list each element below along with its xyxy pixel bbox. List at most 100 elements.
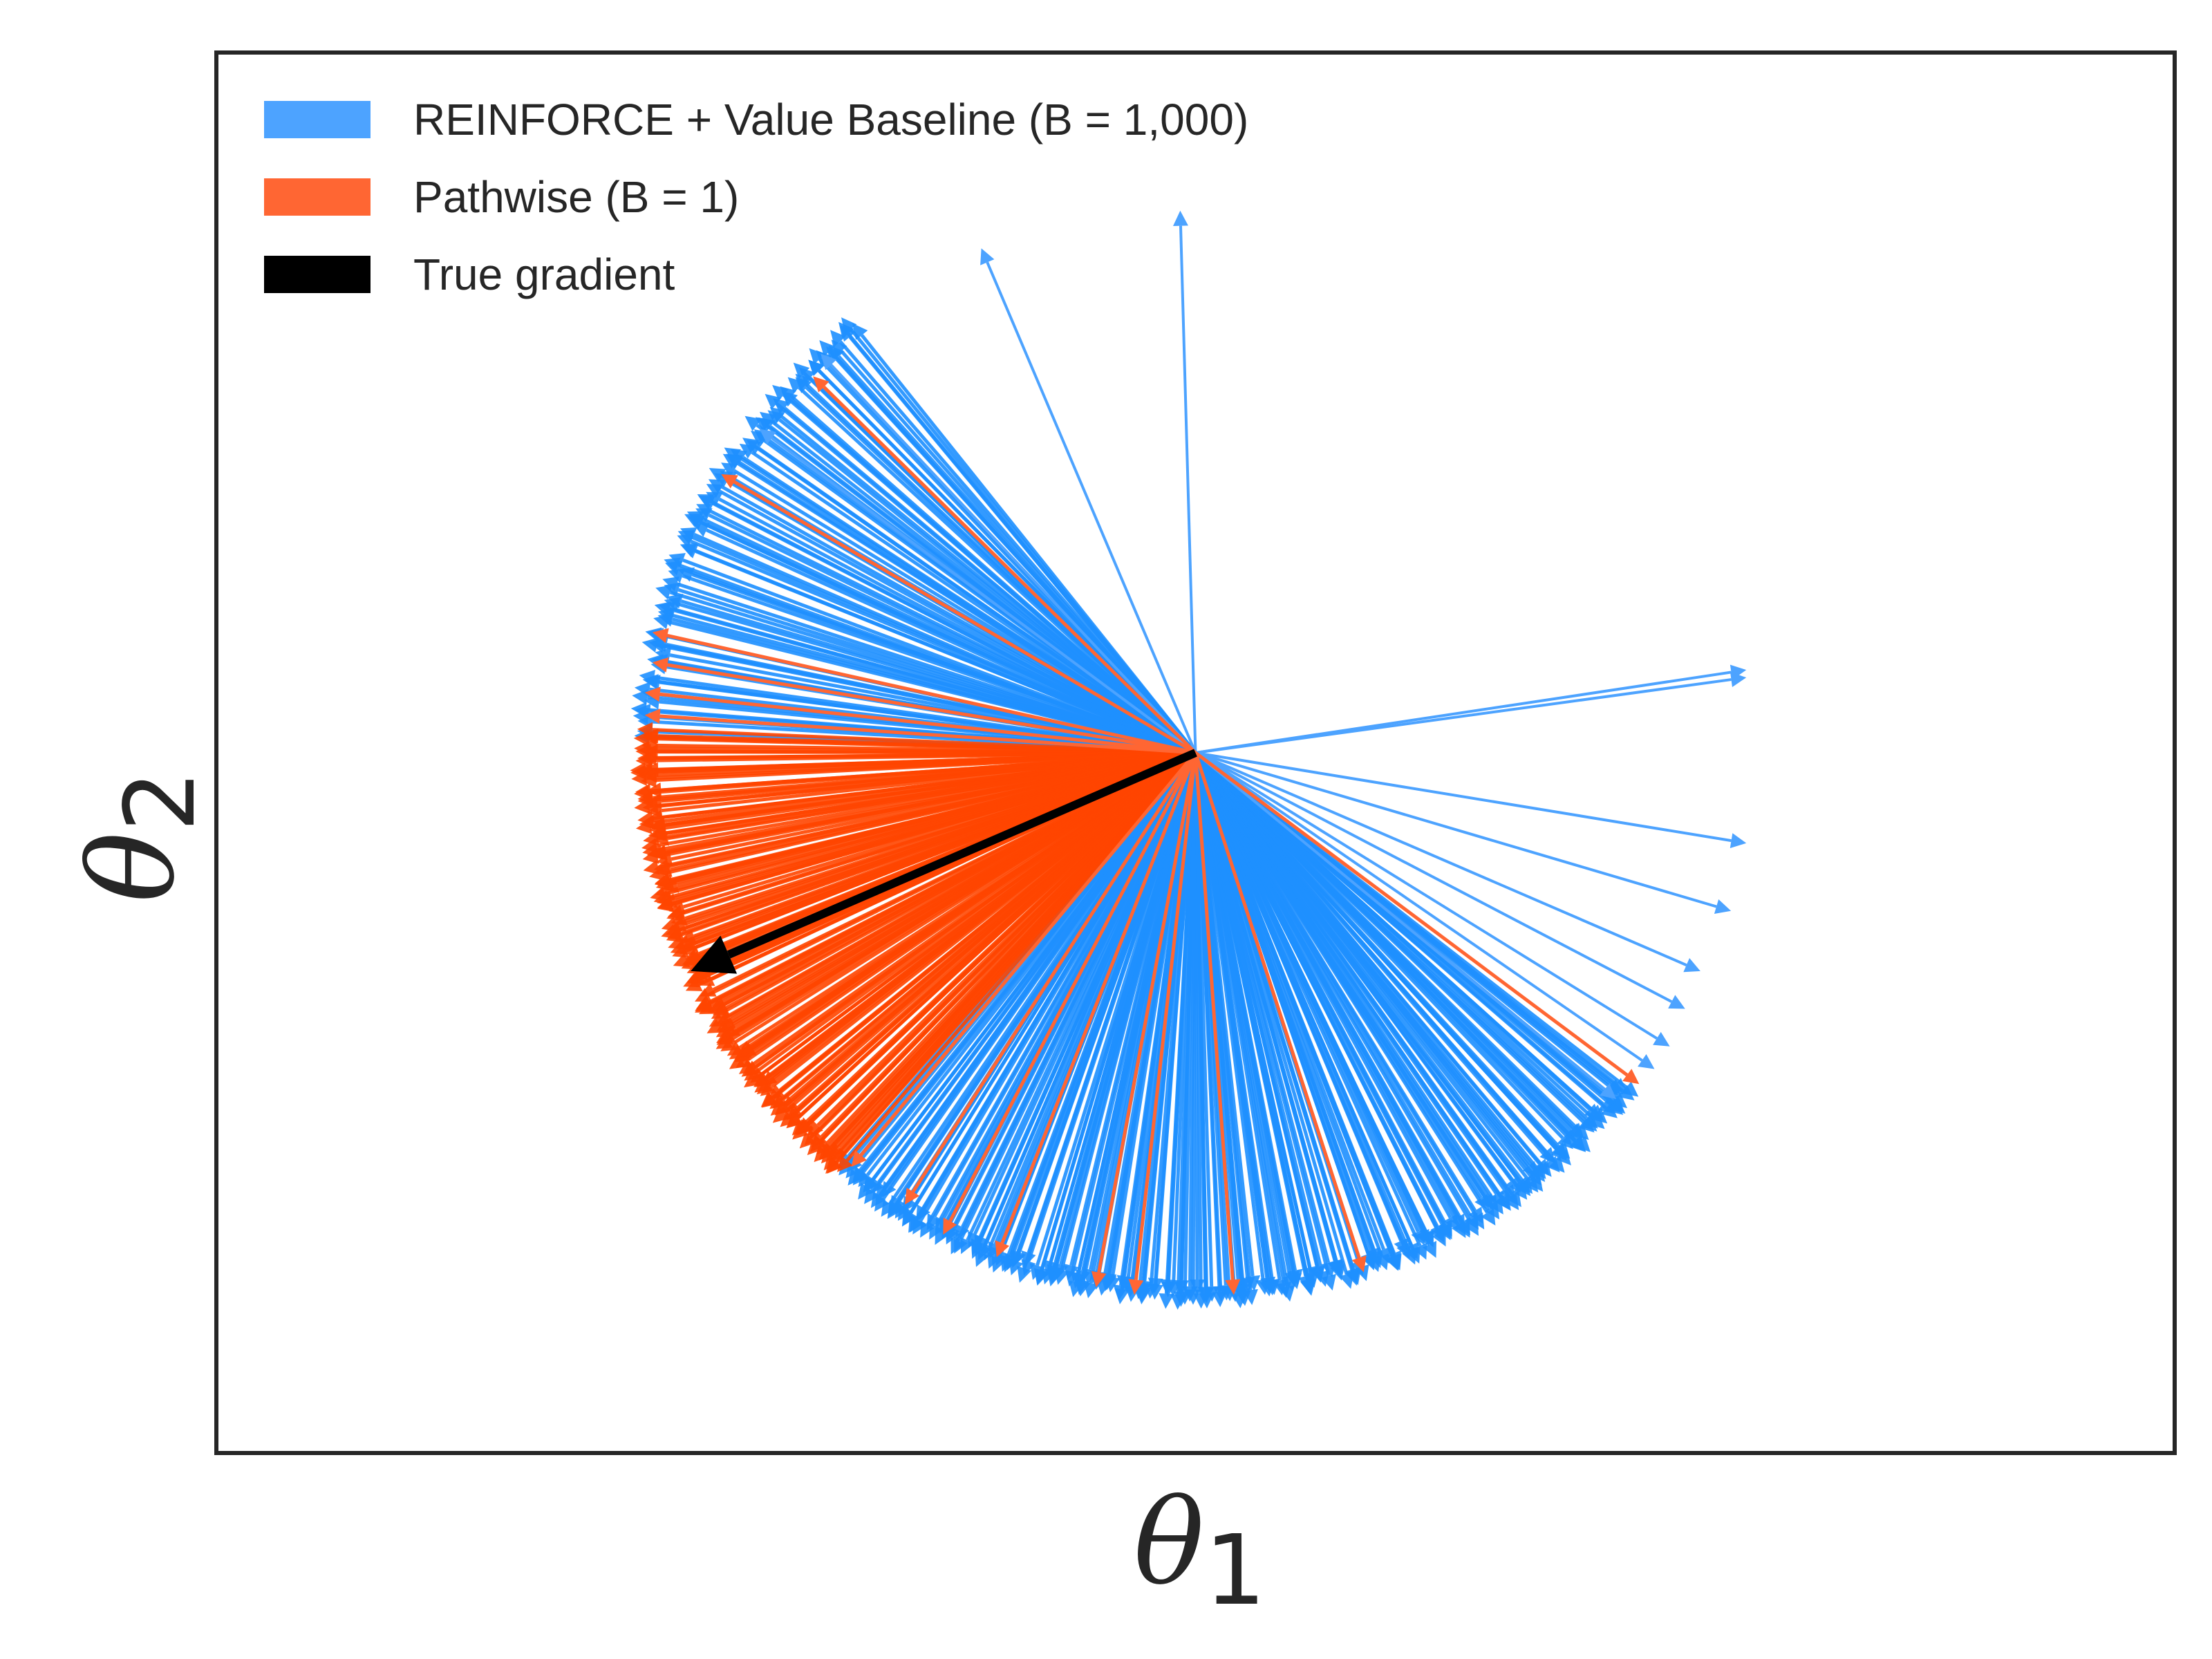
x-axis-subscript: 1 — [1204, 1515, 1266, 1627]
reinforce-fan-arrow-head — [684, 514, 702, 528]
reinforce-fan-arrow-head — [1354, 1264, 1369, 1282]
reinforce-arrow-shaft — [1194, 751, 1673, 1003]
reinforce-fan-arrow-head — [632, 689, 648, 705]
reinforce-fan-arrow-head — [641, 637, 659, 653]
pathwise-fan-arrow-head — [685, 977, 703, 991]
x-axis-label: θ1 — [1134, 1474, 1266, 1627]
pathwise-arrow-head — [652, 628, 669, 644]
pathwise-arrow — [721, 474, 1197, 755]
reinforce-fan-arrow — [1017, 752, 1197, 1283]
pathwise-arrow-head — [904, 1188, 920, 1205]
reinforce-arrow-head — [1600, 1083, 1617, 1100]
pathwise-arrow-shaft — [659, 692, 1196, 755]
reinforce-arrow-head — [759, 429, 776, 444]
reinforce-fan-arrow-head — [838, 321, 854, 339]
reinforce-fan-arrow-head — [653, 614, 671, 630]
pathwise-arrow — [904, 751, 1197, 1205]
reinforce-fan-arrow-head — [1243, 1288, 1258, 1305]
reinforce-fan-arrow-shaft — [847, 332, 1197, 754]
pathwise-fan-arrow — [720, 751, 1197, 1051]
pathwise-arrow-shaft — [859, 751, 1197, 1156]
reinforce-fan-arrow-head — [901, 1209, 917, 1227]
legend-swatch-true-gradient — [264, 256, 371, 293]
reinforce-fan-arrow-head — [1212, 1291, 1228, 1308]
pathwise-fan-arrow-head — [642, 849, 659, 864]
pathwise-fan-arrow-shaft — [767, 751, 1197, 1087]
reinforce-fan-arrow-shaft — [667, 620, 1197, 755]
reinforce-fan-arrow-head — [1017, 1266, 1032, 1283]
pathwise-arrow — [943, 751, 1197, 1235]
pathwise-arrow-head — [851, 1150, 868, 1168]
pathwise-arrow-shaft — [1097, 752, 1197, 1273]
pathwise-arrow-shaft — [1194, 751, 1629, 1077]
pathwise-arrow — [1194, 751, 1640, 1085]
reinforce-fan-arrow-head — [1105, 1276, 1121, 1293]
legend-swatch-pathwise — [264, 178, 371, 216]
pathwise-fan-arrow-head — [837, 1155, 853, 1172]
reinforce-fan-arrow-head — [1443, 1214, 1458, 1231]
legend-label-pathwise: Pathwise (B = 1) — [413, 172, 739, 222]
reinforce-arrow-shaft — [1194, 751, 1643, 1062]
pathwise-fan-arrow-head — [756, 1078, 774, 1095]
reinforce-fan-arrow-shaft — [1194, 751, 1552, 1163]
reinforce-fan-arrow-head — [697, 494, 715, 508]
reinforce-fan-arrow-head — [864, 1187, 879, 1204]
reinforce-fan-arrow-head — [1387, 1250, 1401, 1268]
reinforce-fan-arrow-head — [693, 523, 710, 537]
reinforce-fan-arrow — [1194, 752, 1401, 1268]
reinforce-fan-arrow-head — [799, 367, 816, 384]
reinforce-arrow-shaft — [986, 261, 1197, 753]
reinforce-fan-arrow-head — [1568, 1123, 1584, 1139]
reinforce-fan-arrow-head — [1287, 1268, 1303, 1286]
reinforce-fan-arrow-head — [1314, 1270, 1330, 1287]
pathwise-fan-arrow-head — [697, 972, 715, 986]
pathwise-arrow — [995, 752, 1197, 1257]
pathwise-fan-arrow-head — [700, 982, 717, 997]
pathwise-arrow-head — [1091, 1271, 1107, 1288]
reinforce-fan-arrow-head — [1574, 1136, 1591, 1152]
reinforce-arrow-head — [1730, 672, 1747, 687]
reinforce-fan-arrow — [838, 321, 1197, 754]
pathwise-fan-arrow-head — [635, 753, 651, 769]
reinforce-fan-arrow-head — [975, 1250, 989, 1267]
pathwise-fan-arrow-head — [634, 798, 650, 814]
legend-label-reinforce: REINFORCE + Value Baseline (B = 1,000) — [413, 95, 1248, 144]
reinforce-fan-arrow-head — [677, 534, 694, 549]
reinforce-arrow — [821, 353, 1197, 754]
legend-swatch-reinforce — [264, 101, 371, 138]
pathwise-fan-arrow-head — [741, 1061, 758, 1077]
reinforce-arrow — [1194, 751, 1700, 973]
pathwise-arrow — [644, 686, 1196, 755]
reinforce-fan-arrow — [1194, 751, 1434, 1248]
reinforce-fan-arrow-head — [1584, 1103, 1601, 1120]
reinforce-fan-arrow-shaft — [1154, 752, 1197, 1279]
legend-label-true-gradient: True gradient — [413, 250, 675, 299]
pathwise-fan-arrow — [642, 751, 1196, 814]
reinforce-arrow-head — [1683, 958, 1700, 973]
reinforce-arrow-shaft — [1194, 751, 1687, 966]
reinforce-fan-arrow-head — [668, 568, 685, 583]
reinforce-fan-arrow-head — [1147, 1284, 1163, 1300]
pathwise-fan-arrow-head — [814, 1145, 830, 1163]
pathwise-arrow-head — [652, 657, 669, 673]
true-gradient-arrow-group — [691, 749, 1197, 974]
reinforce-fan-arrow — [787, 377, 1197, 754]
reinforce-fan-arrow — [653, 614, 1197, 755]
reinforce-fan-arrow-head — [655, 585, 673, 600]
reinforce-arrow-head — [1668, 995, 1685, 1009]
reinforce-fan-arrow-head — [1159, 1293, 1174, 1309]
reinforce-fan-arrow-head — [1588, 1113, 1605, 1130]
reinforce-fan-arrow-shaft — [1194, 752, 1396, 1254]
pathwise-arrow-shaft — [1194, 752, 1361, 1259]
reinforce-fan-arrow-shaft — [1022, 752, 1197, 1269]
plot-frame — [214, 50, 2177, 1455]
reinforce-fan-arrow-head — [1374, 1253, 1389, 1271]
reinforce-fan-arrow — [708, 479, 1197, 755]
pathwise-arrow — [652, 657, 1196, 755]
reinforce-fan-arrow-head — [1368, 1251, 1383, 1268]
pathwise-arrow-head — [943, 1217, 957, 1235]
pathwise-fan-arrow-shaft — [657, 751, 1196, 808]
reinforce-fan-arrow-head — [744, 415, 762, 431]
reinforce-fan-arrow-head — [765, 393, 782, 410]
